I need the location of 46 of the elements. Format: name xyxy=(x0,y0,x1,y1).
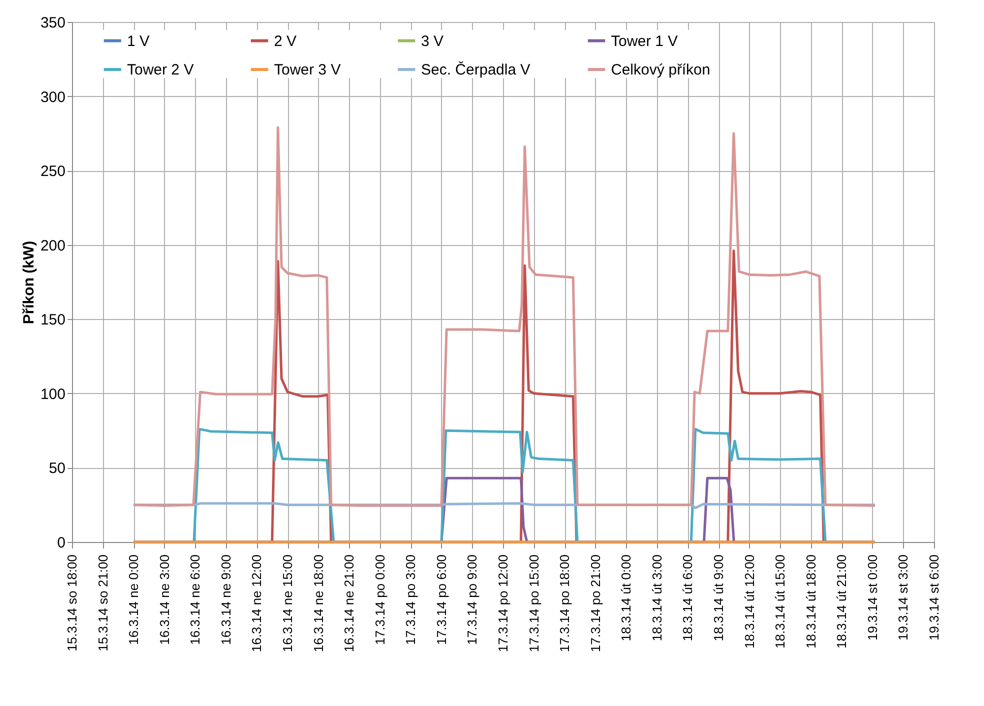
legend-label: Tower 2 V xyxy=(127,62,194,78)
legend-label: Celkový příkon xyxy=(611,62,710,78)
y-axis-title: Příkon (kW) xyxy=(20,240,38,324)
legend-label: 3 V xyxy=(421,32,444,50)
x-tick-label: 17.3.14 po 15:00 xyxy=(526,554,542,652)
x-tick-label: 19.3.14 st 3:00 xyxy=(896,554,911,641)
x-tick-label: 16.3.14 ne 15:00 xyxy=(280,554,295,652)
x-tick-label: 16.3.14 ne 6:00 xyxy=(188,554,203,645)
x-tick-label: 17.3.14 po 3:00 xyxy=(403,554,418,645)
legend-label: 2 V xyxy=(274,32,297,50)
x-tick-label: 17.3.14 po 9:00 xyxy=(464,554,480,645)
y-tick-label: 300 xyxy=(40,88,66,106)
x-tick-label: 18.3.14 út 21:00 xyxy=(834,554,850,648)
y-tick-label: 50 xyxy=(48,460,66,478)
x-tick-label: 16.3.14 ne 18:00 xyxy=(310,554,326,652)
x-tick-label: 19.3.14 st 6:00 xyxy=(926,554,942,641)
x-tick-label: 16.3.14 ne 3:00 xyxy=(156,554,172,645)
x-tick-label: 16.3.14 ne 0:00 xyxy=(126,554,142,645)
y-tick-label: 100 xyxy=(40,386,66,403)
x-tick-label: 18.3.14 út 18:00 xyxy=(803,554,818,648)
y-tick-label: 250 xyxy=(40,163,66,180)
y-tick-label: 150 xyxy=(40,312,66,329)
x-tick-label: 15.3.14 so 21:00 xyxy=(95,554,110,652)
x-tick-label: 17.3.14 po 18:00 xyxy=(557,554,572,652)
legend-label: Tower 3 V xyxy=(274,62,341,78)
x-tick-label: 17.3.14 po 21:00 xyxy=(588,554,603,652)
legend-label: Tower 1 V xyxy=(611,32,678,50)
x-tick-label: 17.3.14 po 0:00 xyxy=(372,554,388,645)
x-tick-label: 18.3.14 út 6:00 xyxy=(680,554,696,642)
y-tick-label: 350 xyxy=(40,14,66,32)
x-tick-label: 18.3.14 út 9:00 xyxy=(711,554,726,642)
x-tick-label: 16.3.14 ne 12:00 xyxy=(249,554,264,652)
y-tick-label: 0 xyxy=(57,534,66,552)
x-tick-label: 16.3.14 ne 21:00 xyxy=(342,554,357,652)
x-tick-label: 17.3.14 po 6:00 xyxy=(434,554,449,645)
x-tick-label: 18.3.14 út 15:00 xyxy=(772,554,788,648)
legend-label: Sec. Čerpadla V xyxy=(421,60,530,78)
legend-label: 1 V xyxy=(127,32,150,50)
x-tick-label: 18.3.14 út 0:00 xyxy=(618,554,634,642)
y-tick-label: 200 xyxy=(40,237,66,254)
x-tick-label: 17.3.14 po 12:00 xyxy=(496,554,510,652)
x-tick-label: 18.3.14 út 3:00 xyxy=(649,554,664,642)
x-tick-label: 18.3.14 út 12:00 xyxy=(742,554,757,648)
x-tick-label: 16.3.14 ne 9:00 xyxy=(218,554,234,645)
x-tick-label: 19.3.14 st 0:00 xyxy=(864,554,880,641)
x-tick-label: 15.3.14 so 18:00 xyxy=(64,554,80,652)
